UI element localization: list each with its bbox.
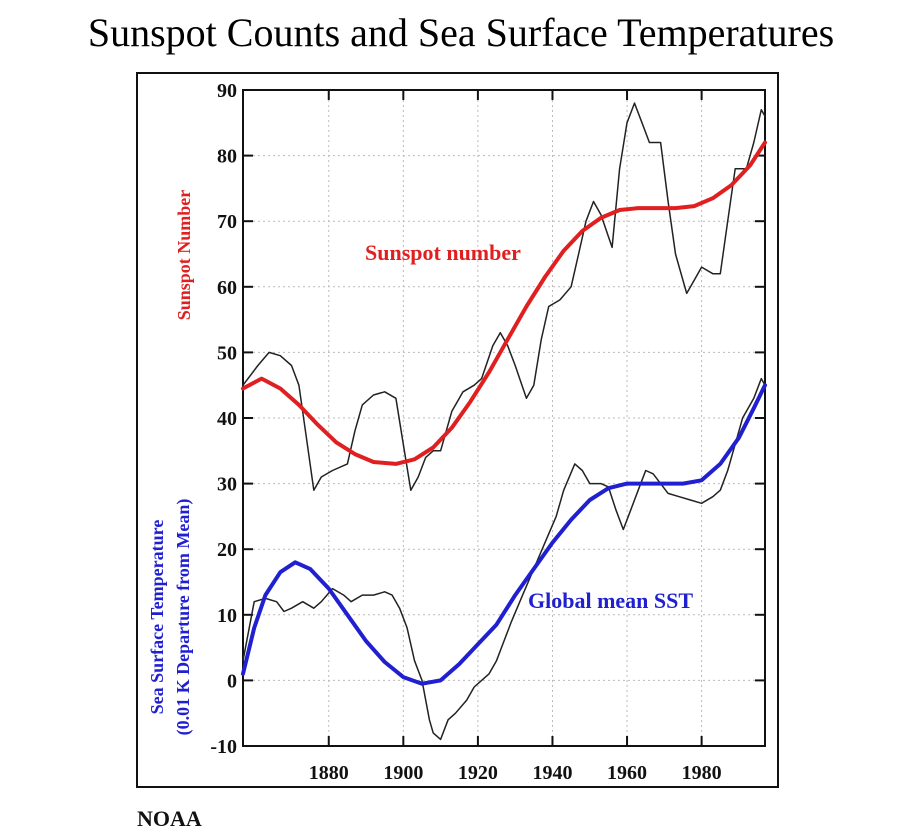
x-tick-label: 1880 (309, 762, 349, 784)
y-axis-label-sst: (0.01 K Departure from Mean) (173, 499, 194, 736)
y-tick-label: 10 (217, 605, 237, 627)
x-tick-label: 1940 (532, 762, 572, 784)
y-tick-label: 80 (217, 146, 237, 168)
y-tick-label: 90 (217, 80, 237, 102)
y-tick-label: 20 (217, 539, 237, 561)
y-axis-label-sst: Sea Surface Temperature (147, 520, 167, 715)
y-tick-label: 40 (217, 408, 237, 430)
series-label: Sunspot number (365, 240, 521, 265)
y-tick-label: -10 (210, 736, 237, 758)
x-tick-label: 1980 (682, 762, 722, 784)
chart-title: Sunspot Counts and Sea Surface Temperatu… (88, 10, 834, 55)
x-tick-label: 1900 (383, 762, 423, 784)
y-tick-label: 60 (217, 277, 237, 299)
smoothed-line (241, 140, 767, 466)
plot-frame (242, 89, 766, 747)
x-tick-label: 1960 (607, 762, 647, 784)
x-tick-label: 1920 (458, 762, 498, 784)
y-tick-label: 50 (217, 342, 237, 364)
raw-line (242, 102, 766, 491)
y-axis-label-sunspot: Sunspot Number (174, 190, 194, 321)
raw-line (242, 377, 766, 741)
source-note: NOAA (137, 806, 202, 831)
y-tick-label: 30 (217, 474, 237, 496)
smoothed-line (241, 383, 767, 686)
chart-frame (136, 72, 779, 788)
y-tick-label: 0 (227, 670, 237, 692)
y-tick-label: 70 (217, 211, 237, 233)
series-label: Global mean SST (528, 588, 693, 613)
